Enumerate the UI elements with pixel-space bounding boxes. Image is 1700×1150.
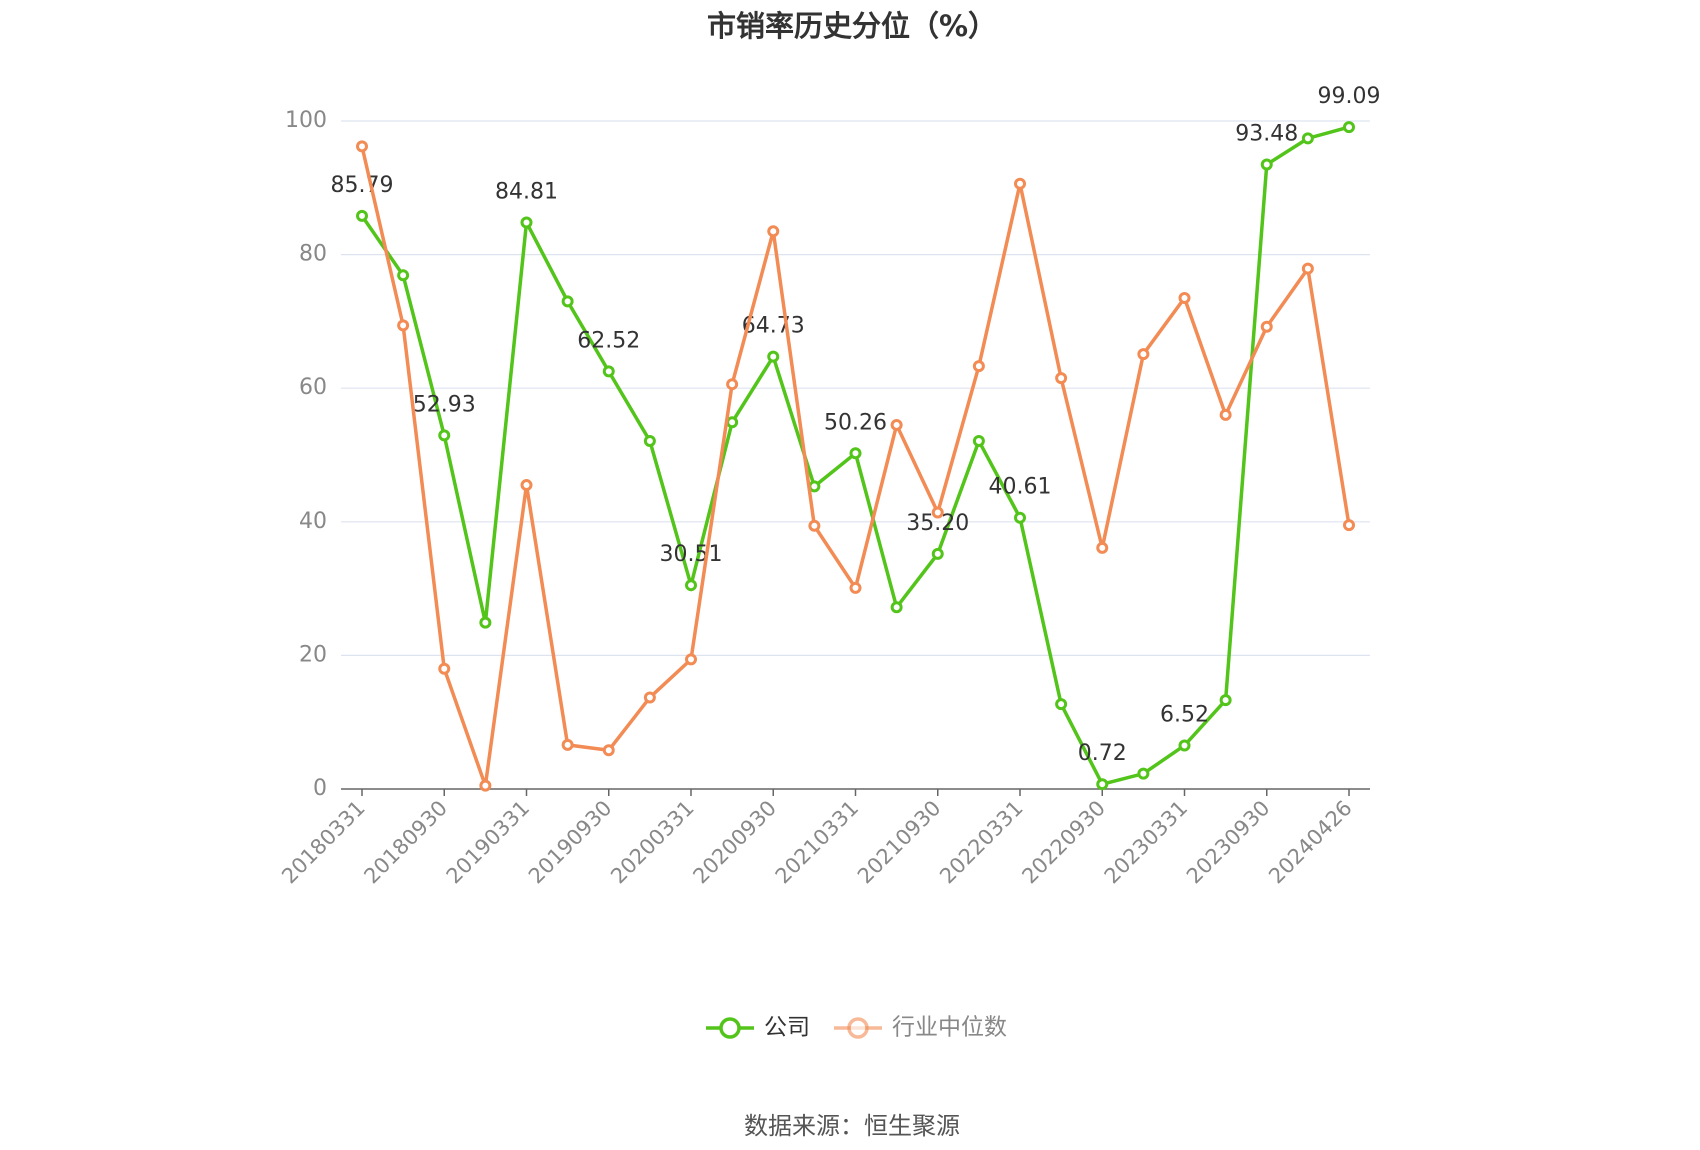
point [1343,121,1355,134]
chart-title: 市销率历史分位（%） [707,9,997,43]
x-tick-label: 20190930 [524,796,617,889]
point [479,779,492,792]
legend-label: 公司 [764,1015,810,1041]
legend-item: 公司 [706,1015,810,1041]
point [685,653,697,666]
y-tick-label: 80 [299,242,327,267]
legend-label: 行业中位数 [892,1015,1007,1041]
x-tick-label: 20210930 [853,796,946,889]
point [561,295,574,308]
point [931,547,944,560]
point [356,209,368,222]
point [849,581,862,594]
point [767,350,780,363]
data-label: 64.73 [742,314,805,339]
point [1055,372,1068,385]
point [808,480,821,493]
point [1301,262,1314,275]
point [1260,320,1273,333]
data-label: 62.52 [577,328,640,353]
point [479,616,492,629]
point [438,662,451,675]
x-tick-label: 20230331 [1100,796,1193,889]
x-tick-label: 20180930 [359,796,452,889]
point [726,416,739,429]
data-label: 6.52 [1160,702,1209,727]
point [685,579,697,592]
x-tick-label: 20200331 [606,796,699,889]
x-tick-label: 20210331 [771,796,864,889]
point [397,319,410,332]
point [890,418,903,431]
point [561,738,574,751]
point [931,506,944,519]
point [849,447,862,460]
line [360,145,1351,787]
legend-marker [847,1017,869,1039]
x-tick-label: 20180331 [277,796,370,889]
y-tick-label: 40 [299,509,327,534]
point [1343,519,1355,532]
y-tick-label: 0 [313,776,327,801]
data-label: 85.79 [331,173,394,198]
point [1014,511,1026,524]
point [356,140,368,153]
point [808,519,821,532]
data-label: 0.72 [1078,741,1127,766]
data-label: 30.51 [660,542,723,567]
point [520,479,533,492]
x-tick-label: 20200930 [688,796,781,889]
point [1055,698,1068,711]
data-label: 52.93 [413,392,476,417]
point [1137,767,1150,780]
y-tick-label: 100 [285,108,327,133]
point [972,360,985,373]
point [1301,132,1314,145]
legend-marker [719,1017,741,1039]
y-tick-label: 20 [299,642,327,667]
data-label: 50.26 [824,410,887,435]
legend-item: 行业中位数 [834,1015,1007,1041]
point [1014,177,1026,190]
point [602,365,615,378]
data-label: 40.61 [989,475,1052,500]
point [1137,348,1150,361]
series [356,140,1355,792]
x-tick-label: 20190331 [442,796,535,889]
point [890,601,903,614]
point [643,691,656,704]
point [726,378,739,391]
point [1178,292,1191,305]
y-tick-label: 60 [299,375,327,400]
data-label: 93.48 [1235,122,1298,147]
point [602,744,615,757]
source: 数据来源：恒生聚源 [744,1112,960,1140]
point [1219,408,1232,421]
point [767,225,780,238]
data-label: 84.81 [495,179,558,204]
point [1260,158,1273,171]
point [1096,541,1109,554]
point [972,434,985,447]
point [397,269,410,282]
x-tick-label: 20230930 [1182,796,1275,889]
point [1178,739,1191,752]
point [643,434,656,447]
point [1096,778,1109,791]
data-label: 99.09 [1318,84,1381,109]
series [356,121,1355,791]
x-tick-label: 20240426 [1264,796,1357,889]
x-tick-label: 20220331 [935,796,1028,889]
point [1219,694,1232,707]
point [520,216,533,229]
point [438,429,451,442]
x-tick-label: 20220930 [1017,796,1110,889]
